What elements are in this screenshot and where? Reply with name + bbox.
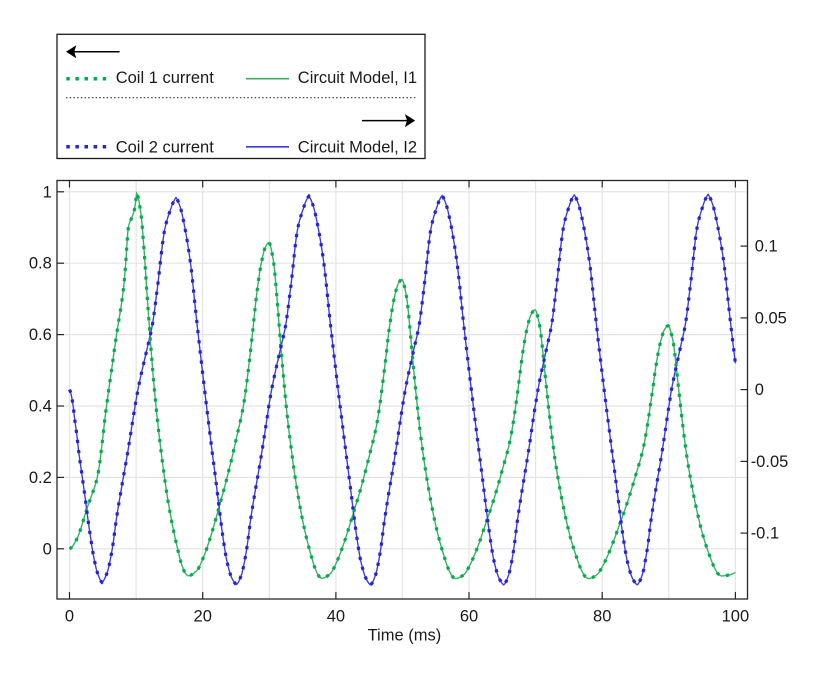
svg-text:0.8: 0.8 bbox=[29, 255, 52, 273]
svg-text:1: 1 bbox=[43, 183, 52, 201]
svg-text:0.1: 0.1 bbox=[755, 238, 778, 256]
svg-text:0.05: 0.05 bbox=[755, 309, 787, 327]
svg-text:40: 40 bbox=[327, 608, 345, 626]
svg-text:Time (ms): Time (ms) bbox=[368, 627, 442, 645]
svg-text:Circuit Model, I1: Circuit Model, I1 bbox=[298, 69, 417, 87]
svg-text:Coil 2 current: Coil 2 current bbox=[116, 138, 215, 156]
svg-text:Coil 1 current: Coil 1 current bbox=[116, 69, 215, 87]
svg-text:0: 0 bbox=[755, 381, 764, 399]
svg-text:0.2: 0.2 bbox=[29, 469, 52, 487]
svg-text:0.4: 0.4 bbox=[29, 398, 52, 416]
svg-text:20: 20 bbox=[194, 608, 212, 626]
svg-text:80: 80 bbox=[593, 608, 611, 626]
svg-text:0.6: 0.6 bbox=[29, 326, 52, 344]
svg-text:100: 100 bbox=[722, 608, 750, 626]
svg-text:0: 0 bbox=[65, 608, 74, 626]
svg-text:60: 60 bbox=[460, 608, 478, 626]
svg-text:Circuit Model, I2: Circuit Model, I2 bbox=[298, 138, 417, 156]
svg-text:-0.05: -0.05 bbox=[751, 453, 789, 471]
svg-text:0: 0 bbox=[43, 540, 52, 558]
svg-text:-0.1: -0.1 bbox=[751, 525, 779, 543]
